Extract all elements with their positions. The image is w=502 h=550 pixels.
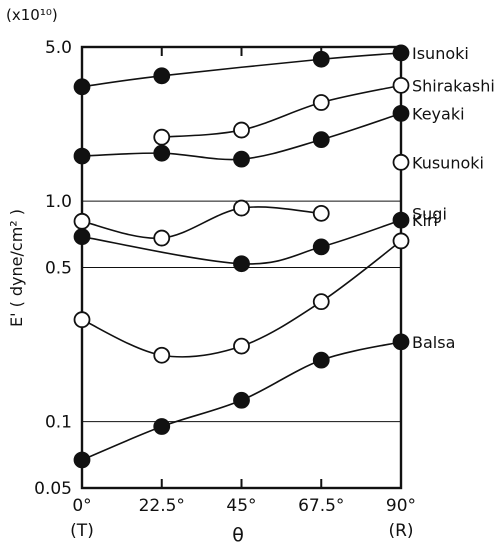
x-tick-label: 0° xyxy=(72,496,91,516)
filled-point xyxy=(153,144,171,162)
filled-point xyxy=(312,131,330,149)
y-tick-label: 0.1 xyxy=(45,413,72,433)
filled-point xyxy=(312,238,330,256)
filled-point xyxy=(73,228,91,246)
series-curve xyxy=(81,219,402,265)
series-curve xyxy=(81,52,402,88)
open-point xyxy=(233,199,250,217)
filled-point xyxy=(153,418,171,435)
y-tick-label: 1.0 xyxy=(45,192,72,212)
open-point xyxy=(233,121,250,139)
series-label: Keyaki xyxy=(412,104,465,123)
filled-point xyxy=(73,147,91,165)
filled-point xyxy=(392,104,410,122)
open-point xyxy=(153,128,171,146)
filled-point xyxy=(392,44,410,62)
open-point xyxy=(312,293,330,311)
filled-point xyxy=(233,150,250,168)
open-point xyxy=(73,212,91,230)
series-label: Shirakashi xyxy=(412,76,495,95)
series-curve xyxy=(161,84,402,138)
filled-point xyxy=(233,391,250,409)
y-tick-label: 5.0 xyxy=(45,38,72,58)
open-point xyxy=(392,232,410,250)
filled-point xyxy=(233,255,250,273)
open-point xyxy=(392,153,410,171)
open-point xyxy=(392,76,410,94)
open-point xyxy=(153,229,171,247)
series-curve xyxy=(81,206,322,239)
filled-point xyxy=(73,78,91,96)
x-tick-label: 45° xyxy=(226,496,256,516)
filled-point xyxy=(153,67,171,85)
filled-point xyxy=(392,211,410,229)
y-axis-label: E' ( dyne/cm² ) xyxy=(7,209,26,327)
series-label: Kusunoki xyxy=(412,153,484,172)
y-scale-note: (x10¹⁰) xyxy=(6,6,58,24)
series-label: Sugi xyxy=(412,204,447,223)
x-sub-label: (T) xyxy=(70,521,94,541)
y-tick-label: 0.05 xyxy=(34,479,72,499)
series-label: Isunoki xyxy=(412,44,469,63)
x-tick-label: 90° xyxy=(386,496,416,516)
x-tick-label: 22.5° xyxy=(139,496,185,516)
x-axis-label: θ xyxy=(232,524,244,546)
series-label: Kiri xyxy=(412,211,438,230)
filled-point xyxy=(312,351,330,369)
open-point xyxy=(312,94,330,111)
x-sub-label: (R) xyxy=(388,521,413,541)
open-point xyxy=(153,346,171,364)
y-tick-label: 0.5 xyxy=(45,259,72,279)
open-point xyxy=(312,204,330,222)
tick-labels: 5.0 1.0 0.5 0.1 0.050° 22.5° 45° 67.5° 90° (T) (R) xyxy=(34,38,416,541)
open-point xyxy=(233,337,250,355)
filled-point xyxy=(392,333,410,351)
filled-point xyxy=(73,451,91,469)
filled-point xyxy=(312,50,330,68)
x-tick-label: 67.5° xyxy=(298,496,344,516)
series-label: Balsa xyxy=(412,333,455,352)
open-point xyxy=(73,311,91,329)
data-points xyxy=(73,44,410,469)
axis-ticks xyxy=(81,47,402,488)
